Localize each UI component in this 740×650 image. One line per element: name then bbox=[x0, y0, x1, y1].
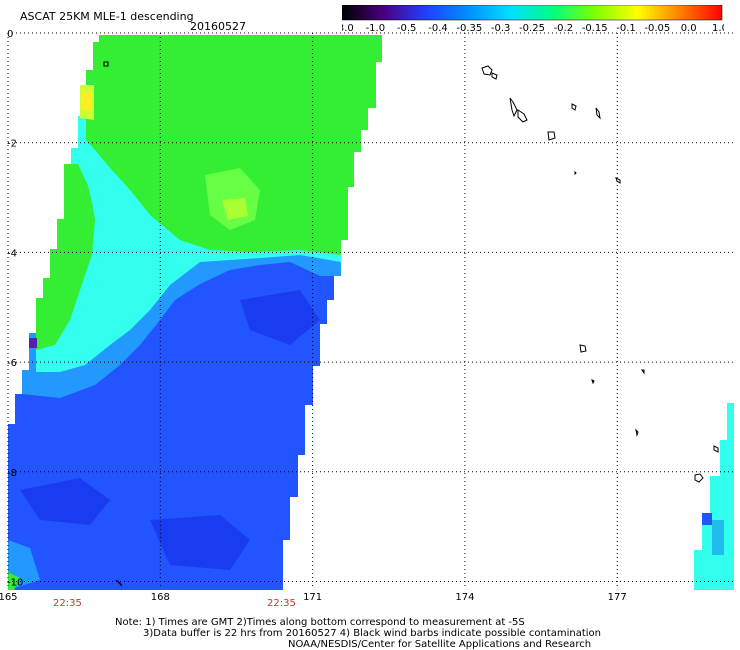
island-outline bbox=[595, 107, 601, 120]
island-outline bbox=[574, 170, 577, 176]
island-outline bbox=[694, 473, 704, 483]
chart-title: ASCAT 25KM MLE-1 descending bbox=[20, 10, 194, 23]
colorbar-tick-label: -3.0 bbox=[342, 23, 354, 34]
swath-region-darkblue-3 bbox=[240, 290, 320, 345]
time-label-left: 22:35 bbox=[53, 598, 82, 609]
island-outline bbox=[103, 61, 109, 67]
swath-region-darkblue-1 bbox=[20, 478, 110, 525]
x-tick-label: 168 bbox=[151, 592, 170, 603]
chart-date: 20160527 bbox=[190, 20, 246, 33]
swath-right-teal bbox=[712, 520, 724, 555]
swath-region-yellowgreen bbox=[222, 198, 248, 220]
colorbar-tick-label: -1.0 bbox=[366, 23, 386, 34]
island-outline bbox=[509, 97, 518, 118]
swath-region-green-left bbox=[36, 164, 95, 350]
colorbar-tick-label: -0.5 bbox=[397, 23, 417, 34]
colorbar-tick-label: -0.05 bbox=[644, 23, 670, 34]
island-outline bbox=[571, 103, 577, 111]
x-axis-labels: 165 168 171 174 177 bbox=[0, 592, 627, 603]
island-outline bbox=[635, 428, 639, 437]
y-tick-label: 0 bbox=[7, 29, 13, 40]
island-outline bbox=[579, 344, 587, 353]
ascat-swath bbox=[8, 35, 382, 590]
ascat-swath-right bbox=[694, 403, 734, 590]
swath-region-yellow-core bbox=[82, 92, 91, 110]
swath-right-blue bbox=[702, 513, 712, 525]
island-outline bbox=[481, 65, 493, 76]
island-outline bbox=[115, 579, 123, 587]
note-line-1: Note: 1) Times are GMT 2)Times along bot… bbox=[115, 617, 525, 628]
colorbar-tick-label: -0.15 bbox=[582, 23, 608, 34]
swath-region-darkblue-2 bbox=[150, 515, 250, 570]
colorbar-gradient bbox=[342, 5, 723, 21]
island-outline bbox=[547, 131, 556, 141]
note-line-3: NOAA/NESDIS/Center for Satellite Applica… bbox=[288, 639, 592, 650]
y-tick-label: -6 bbox=[7, 358, 17, 369]
x-tick-label: 177 bbox=[608, 592, 627, 603]
colorbar-tick-label: -0.4 bbox=[428, 23, 448, 34]
note-line-2: 3)Data buffer is 22 hrs from 20160527 4)… bbox=[143, 628, 601, 639]
island-outline bbox=[615, 177, 621, 184]
colorbar-tick-label: -0.1 bbox=[616, 23, 636, 34]
time-label-right: 22:35 bbox=[267, 598, 296, 609]
colorbar-tick-label: -0.3 bbox=[491, 23, 511, 34]
x-tick-label: 171 bbox=[303, 592, 322, 603]
island-outline bbox=[713, 445, 719, 453]
island-outline bbox=[491, 72, 498, 80]
swath-right-cyan bbox=[694, 403, 734, 590]
colorbar: -3.0-1.0-0.5-0.4-0.35-0.3-0.25-0.2-0.15-… bbox=[342, 5, 724, 34]
colorbar-tick-label: -0.25 bbox=[519, 23, 545, 34]
y-axis-labels: 0 -2 -4 -6 -8 -10 bbox=[7, 29, 23, 589]
swath-pixel-purple bbox=[29, 338, 37, 348]
island-outlines bbox=[103, 61, 719, 587]
island-outline bbox=[641, 369, 645, 375]
island-outline bbox=[517, 109, 528, 123]
x-tick-label: 174 bbox=[455, 592, 474, 603]
y-tick-label: -4 bbox=[7, 248, 17, 259]
y-tick-label: -10 bbox=[7, 578, 23, 589]
lat-lon-grid bbox=[7, 32, 734, 587]
swath-region-corner-green bbox=[8, 572, 20, 590]
y-tick-label: -2 bbox=[7, 139, 17, 150]
island-outline bbox=[591, 379, 595, 385]
colorbar-tick-label: -0.2 bbox=[554, 23, 574, 34]
x-tick-label: 165 bbox=[0, 592, 18, 603]
colorbar-tick-label: 1.0 bbox=[712, 23, 724, 34]
y-tick-label: -8 bbox=[7, 468, 17, 479]
colorbar-tick-label: 0.0 bbox=[681, 23, 697, 34]
colorbar-tick-label: -0.35 bbox=[456, 23, 482, 34]
